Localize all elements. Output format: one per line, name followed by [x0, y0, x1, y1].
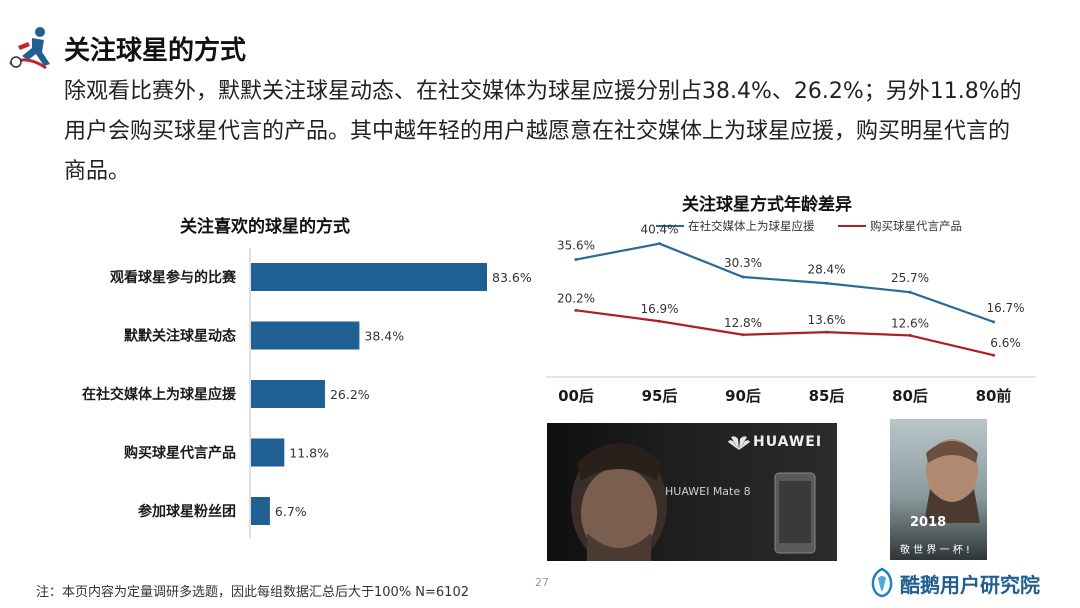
- bar: [251, 438, 285, 467]
- series-point: [574, 258, 578, 262]
- data-label: 16.7%: [986, 301, 1024, 315]
- data-label: 35.6%: [557, 239, 595, 253]
- data-label: 28.4%: [807, 262, 845, 276]
- series-point: [741, 333, 745, 337]
- bar-value-label: 6.7%: [275, 504, 307, 519]
- legend-label: 购买球星代言产品: [870, 219, 962, 233]
- data-label: 25.7%: [891, 271, 929, 285]
- line-chart-title: 关注球星方式年龄差异: [682, 195, 852, 215]
- bar-category-label: 在社交媒体上为球星应援: [82, 386, 237, 403]
- brand-logo: 酷鹅用户研究院: [866, 566, 1066, 600]
- huawei-brand-text: HUAWEI: [753, 434, 823, 450]
- bar: [251, 497, 270, 525]
- data-label: 40.4%: [640, 223, 678, 237]
- series-point: [658, 242, 661, 246]
- series-point: [908, 290, 912, 294]
- series-point: [825, 281, 828, 285]
- data-label: 12.6%: [891, 316, 929, 330]
- penguin-logo-icon: [871, 567, 893, 598]
- series-point: [992, 353, 995, 357]
- bar-value-label: 38.4%: [364, 329, 404, 344]
- x-tick-label: 95后: [642, 387, 678, 405]
- poster-year-text: 2018: [910, 515, 947, 530]
- huawei-ad-photo: HUAWEI HUAWEI Mate 8: [547, 423, 837, 561]
- footnote: 注：本页内容为定量调研多选题，因此每组数据汇总后大于100% N=6102: [36, 585, 469, 600]
- x-tick-label: 00后: [558, 387, 594, 405]
- x-tick-label: 80前: [976, 387, 1012, 405]
- series-point: [574, 308, 578, 312]
- data-label: 12.8%: [724, 316, 762, 330]
- bar-category-label: 参加球星粉丝团: [138, 503, 236, 520]
- lead-paragraph: 除观看比赛外，默默关注球星动态、在社交媒体为球星应援分别占38.4%、26.2%…: [64, 79, 1022, 184]
- x-tick-label: 80后: [892, 387, 928, 405]
- x-tick-label: 90后: [725, 387, 761, 405]
- series-line: [575, 309, 994, 357]
- poster-photo: 2018 敬 世 界 一 杯 !: [890, 419, 987, 560]
- bar: [251, 380, 325, 408]
- page-title: 关注球星的方式: [64, 36, 247, 66]
- bar-chart: 观看球星参与的比赛 83.6% 默默关注球星动态 38.4% 在社交媒体上为球星应援 26…: [82, 248, 532, 538]
- bar-category-label: 默默关注球星动态: [124, 328, 236, 345]
- data-label: 16.9%: [640, 302, 678, 316]
- series-point: [992, 320, 995, 324]
- huawei-logo-icon: [728, 436, 750, 450]
- bar-category-label: 观看球星参与的比赛: [110, 269, 237, 286]
- football-player-icon: [9, 27, 50, 70]
- series-line: [575, 242, 994, 323]
- legend-label: 在社交媒体上为球星应援: [688, 219, 815, 233]
- portrait-illustration: [571, 443, 816, 561]
- line-chart: 在社交媒体上为球星应援 购买球星代言产品 00后 95后 90后 85后 80后 80前 35.…: [546, 219, 1036, 405]
- series-point: [741, 275, 745, 279]
- bar: [251, 321, 360, 350]
- bar-chart-title: 关注喜欢的球星的方式: [180, 217, 350, 237]
- bar-value-label: 26.2%: [330, 387, 370, 402]
- series-point: [658, 319, 661, 323]
- bar-category-label: 购买球星代言产品: [124, 445, 236, 462]
- page-number: 27: [535, 576, 549, 589]
- series-point: [908, 333, 912, 337]
- bar: [251, 263, 487, 291]
- data-label: 13.6%: [807, 313, 845, 327]
- data-label: 30.3%: [724, 256, 762, 270]
- bar-value-label: 11.8%: [289, 446, 329, 461]
- data-label: 6.6%: [990, 336, 1021, 350]
- brand-name: 酷鹅用户研究院: [900, 573, 1040, 597]
- poster-slogan-text: 敬 世 界 一 杯 !: [900, 545, 970, 556]
- data-label: 20.2%: [557, 291, 595, 305]
- bar-value-label: 83.6%: [492, 270, 532, 285]
- x-tick-label: 85后: [809, 387, 845, 405]
- huawei-model-text: HUAWEI Mate 8: [665, 485, 751, 498]
- series-point: [825, 330, 828, 334]
- poster-portrait-illustration: [924, 439, 980, 523]
